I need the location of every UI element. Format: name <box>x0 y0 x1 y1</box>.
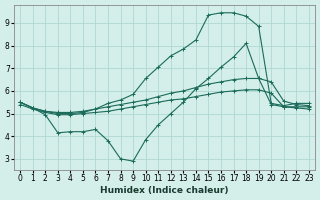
X-axis label: Humidex (Indice chaleur): Humidex (Indice chaleur) <box>100 186 229 195</box>
